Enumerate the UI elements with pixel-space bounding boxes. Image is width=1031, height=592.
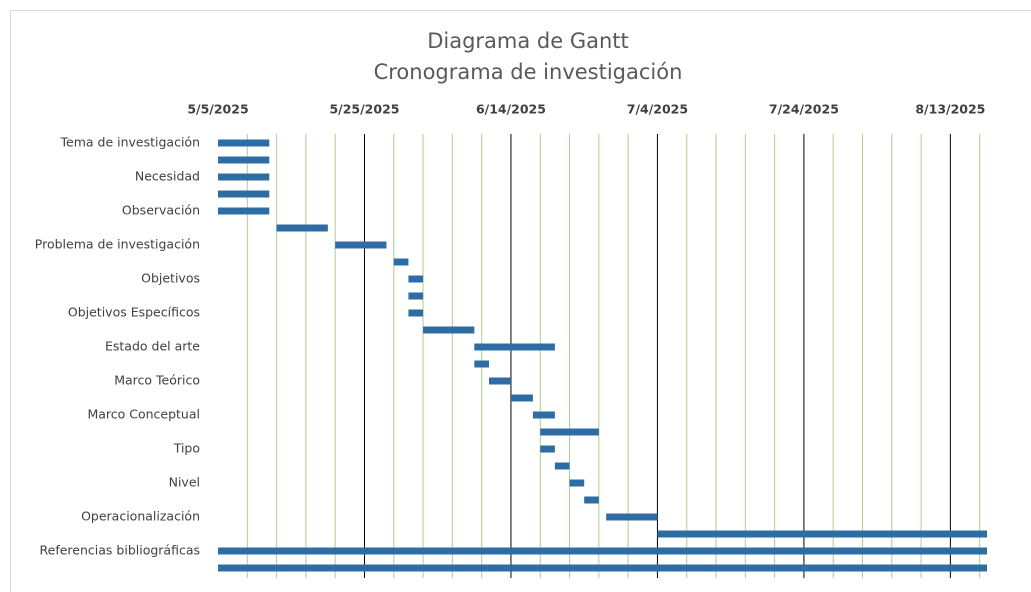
- task-bar: [510, 394, 533, 402]
- task-bar: [218, 207, 270, 215]
- y-tick-label: Tema de investigación: [60, 135, 201, 150]
- y-tick-label: Tipo: [173, 441, 200, 456]
- x-tick-label: 5/25/2025: [329, 102, 399, 117]
- y-tick-label: Objetivos: [141, 271, 200, 286]
- task-bar: [474, 343, 555, 351]
- task-bar: [218, 190, 270, 198]
- chart-title: Diagrama de Gantt: [427, 29, 629, 53]
- x-tick-label: 7/24/2025: [769, 102, 839, 117]
- y-tick-label: Marco Conceptual: [87, 407, 200, 422]
- task-bar: [657, 530, 987, 538]
- task-bar: [218, 564, 987, 572]
- task-bar: [408, 275, 424, 283]
- y-tick-label: Marco Teórico: [114, 373, 200, 388]
- task-bar: [488, 377, 511, 385]
- task-bar: [408, 309, 424, 317]
- y-tick-label: Necesidad: [135, 169, 200, 184]
- chart-frame: [10, 10, 1031, 592]
- task-bar: [408, 292, 424, 300]
- y-tick-label: Operacionalización: [81, 509, 200, 524]
- task-bar: [606, 513, 658, 521]
- task-bar: [276, 224, 328, 232]
- y-tick-label: Nivel: [169, 475, 200, 490]
- task-bar: [540, 428, 599, 436]
- task-bar: [532, 411, 555, 419]
- task-bar: [393, 258, 409, 266]
- y-tick-label: Objetivos Específicos: [68, 305, 200, 320]
- y-tick-label: Problema de investigación: [35, 237, 200, 252]
- task-bar: [218, 139, 270, 147]
- task-bar: [584, 496, 599, 504]
- y-tick-label: Observación: [122, 203, 200, 218]
- chart-subtitle: Cronograma de investigación: [374, 60, 683, 84]
- y-tick-label: Estado del arte: [105, 339, 200, 354]
- task-bar: [569, 479, 585, 487]
- y-tick-label: Referencias bibliográficas: [40, 543, 200, 558]
- task-bar: [554, 462, 570, 470]
- task-bar: [474, 360, 489, 368]
- task-bar: [423, 326, 475, 334]
- x-tick-label: 8/13/2025: [915, 102, 985, 117]
- x-tick-label: 5/5/2025: [187, 102, 248, 117]
- task-bar: [218, 173, 270, 181]
- task-bar: [540, 445, 555, 453]
- x-tick-label: 7/4/2025: [627, 102, 688, 117]
- x-tick-label: 6/14/2025: [476, 102, 546, 117]
- task-bar: [335, 241, 387, 249]
- task-bar: [218, 547, 987, 555]
- task-bar: [218, 156, 270, 164]
